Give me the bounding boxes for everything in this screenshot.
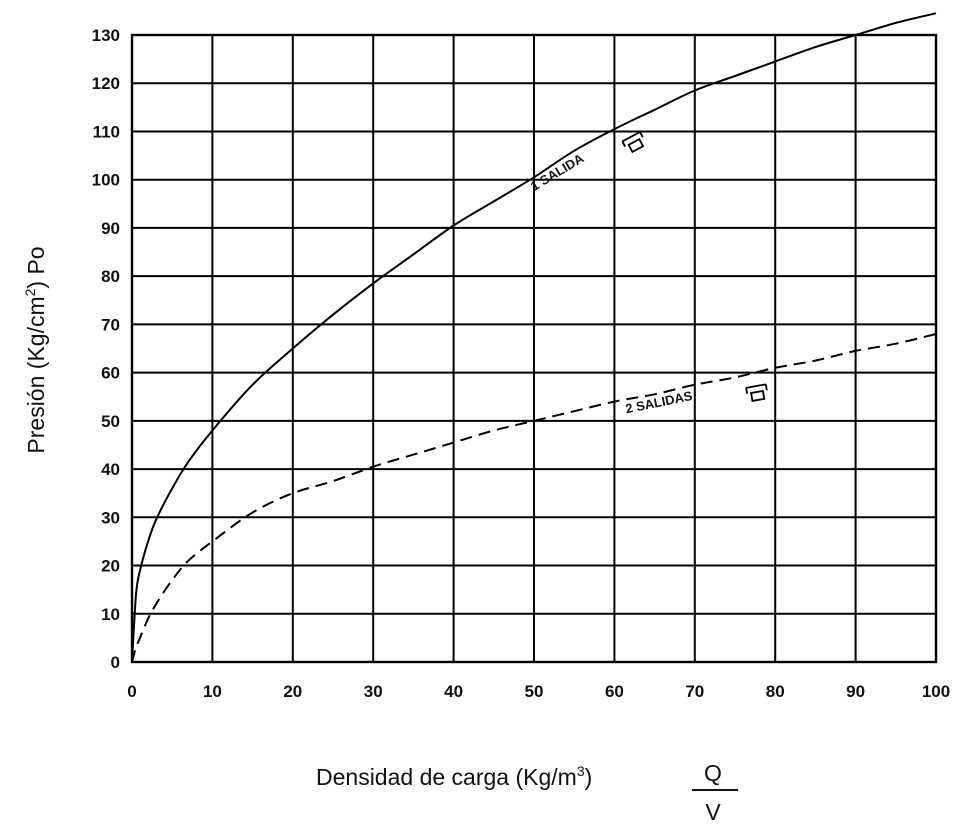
y-tick-label: 50: [101, 412, 120, 431]
y-axis-title: Presión (Kg/cm2) Po: [22, 246, 49, 453]
x-axis-label-end: ): [585, 764, 593, 790]
y-tick-label: 70: [101, 315, 120, 334]
plot-frame: [130, 33, 938, 664]
y-axis-label-end: ) Po: [23, 246, 49, 288]
y-tick-label: 120: [92, 74, 120, 93]
x-tick-label: 90: [846, 682, 865, 701]
outlet-symbol-double: [745, 383, 768, 402]
x-tick-label: 0: [127, 682, 136, 701]
x-tick-labels: 0 10 20 30 40 50 60 70 80 90 100: [127, 682, 950, 701]
y-axis-label: Presión (Kg/cm: [23, 296, 49, 453]
y-tick-label: 20: [101, 557, 120, 576]
y-tick-labels: 0 10 20 30 40 50 60 70 80 90 100 110 120 130: [92, 26, 120, 672]
x-tick-label: 100: [922, 682, 950, 701]
x-axis-fraction-numerator: Q: [704, 760, 722, 786]
y-tick-label: 0: [111, 653, 120, 672]
series-line-2: [131, 333, 937, 663]
x-axis-title: Densidad de carga (Kg/m3): [316, 763, 592, 790]
y-tick-label: 90: [101, 219, 120, 238]
outlet-symbols: [621, 131, 768, 402]
series-label-1: 1 SALIDA: [528, 150, 587, 194]
x-tick-label: 80: [766, 682, 785, 701]
y-tick-label: 110: [93, 122, 120, 141]
y-tick-label: 40: [101, 460, 120, 479]
y-axis-unit-sup: 2: [22, 288, 38, 296]
x-axis-fraction-denominator: V: [705, 799, 721, 825]
y-tick-label: 130: [92, 26, 120, 45]
x-tick-label: 70: [685, 682, 704, 701]
x-tick-label: 60: [605, 682, 624, 701]
x-tick-label: 10: [203, 682, 222, 701]
y-tick-label: 80: [101, 267, 120, 286]
x-tick-label: 40: [444, 682, 463, 701]
outlet-symbol-single: [621, 131, 645, 154]
y-tick-label: 10: [101, 605, 120, 624]
x-tick-label: 20: [283, 682, 302, 701]
grid: [131, 34, 937, 663]
x-tick-label: 50: [525, 682, 544, 701]
x-axis-label: Densidad de carga (Kg/m: [316, 764, 577, 790]
series-label-2: 2 SALIDAS: [624, 388, 694, 416]
x-tick-label: 30: [364, 682, 383, 701]
series-line-1: [131, 12, 937, 663]
y-tick-label: 60: [101, 364, 120, 383]
y-tick-label: 30: [101, 508, 120, 527]
x-axis-unit-sup: 3: [577, 763, 585, 779]
y-tick-label: 100: [92, 171, 120, 190]
